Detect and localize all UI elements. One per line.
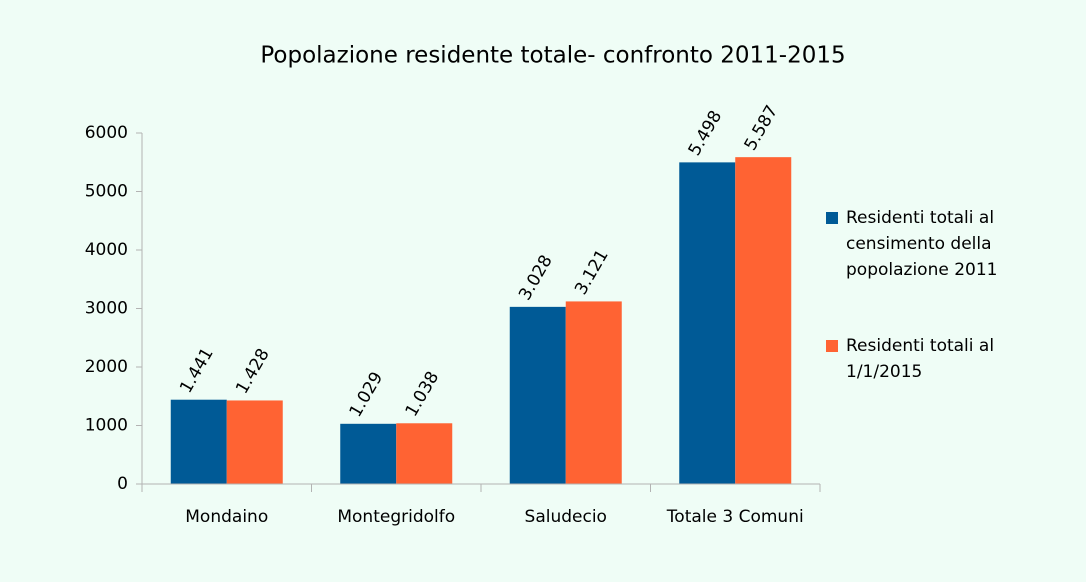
y-tick-label: 0	[117, 474, 128, 494]
chart-title: Popolazione residente totale- confronto …	[260, 43, 845, 69]
bar	[170, 399, 227, 484]
value-label: 3.028	[515, 252, 557, 304]
legend-swatch	[826, 340, 838, 352]
bar	[509, 306, 566, 484]
bar	[735, 157, 792, 484]
x-tick-label: Totale 3 Comuni	[666, 507, 804, 527]
value-label: 3.121	[571, 246, 613, 298]
legend-label: Residenti totali al censimento della pop…	[846, 208, 998, 280]
bar	[679, 162, 736, 484]
legend-label: Residenti totali al 1/1/2015	[846, 336, 995, 382]
value-label: 5.498	[685, 107, 727, 159]
legend-item: Residenti totali al 1/1/2015	[826, 333, 1026, 385]
bar	[340, 423, 397, 484]
value-label: 1.441	[176, 345, 218, 397]
bar	[565, 301, 622, 484]
y-tick-label: 3000	[85, 299, 128, 319]
y-tick-label: 4000	[85, 240, 128, 260]
bar	[226, 400, 283, 484]
x-tick-label: Mondaino	[185, 507, 268, 527]
x-tick-label: Saludecio	[525, 507, 607, 527]
y-tick-label: 5000	[85, 182, 128, 202]
y-tick-label: 6000	[85, 123, 128, 143]
x-tick-label: Montegridolfo	[337, 507, 455, 527]
value-label: 5.587	[741, 102, 783, 154]
value-label: 1.038	[402, 368, 444, 420]
bar	[396, 423, 453, 484]
legend-item: Residenti totali al censimento della pop…	[826, 205, 1026, 283]
legend-swatch	[826, 212, 838, 224]
value-label: 1.428	[232, 345, 274, 397]
y-tick-label: 1000	[85, 416, 128, 436]
y-tick-label: 2000	[85, 357, 128, 377]
value-label: 1.029	[346, 369, 388, 421]
